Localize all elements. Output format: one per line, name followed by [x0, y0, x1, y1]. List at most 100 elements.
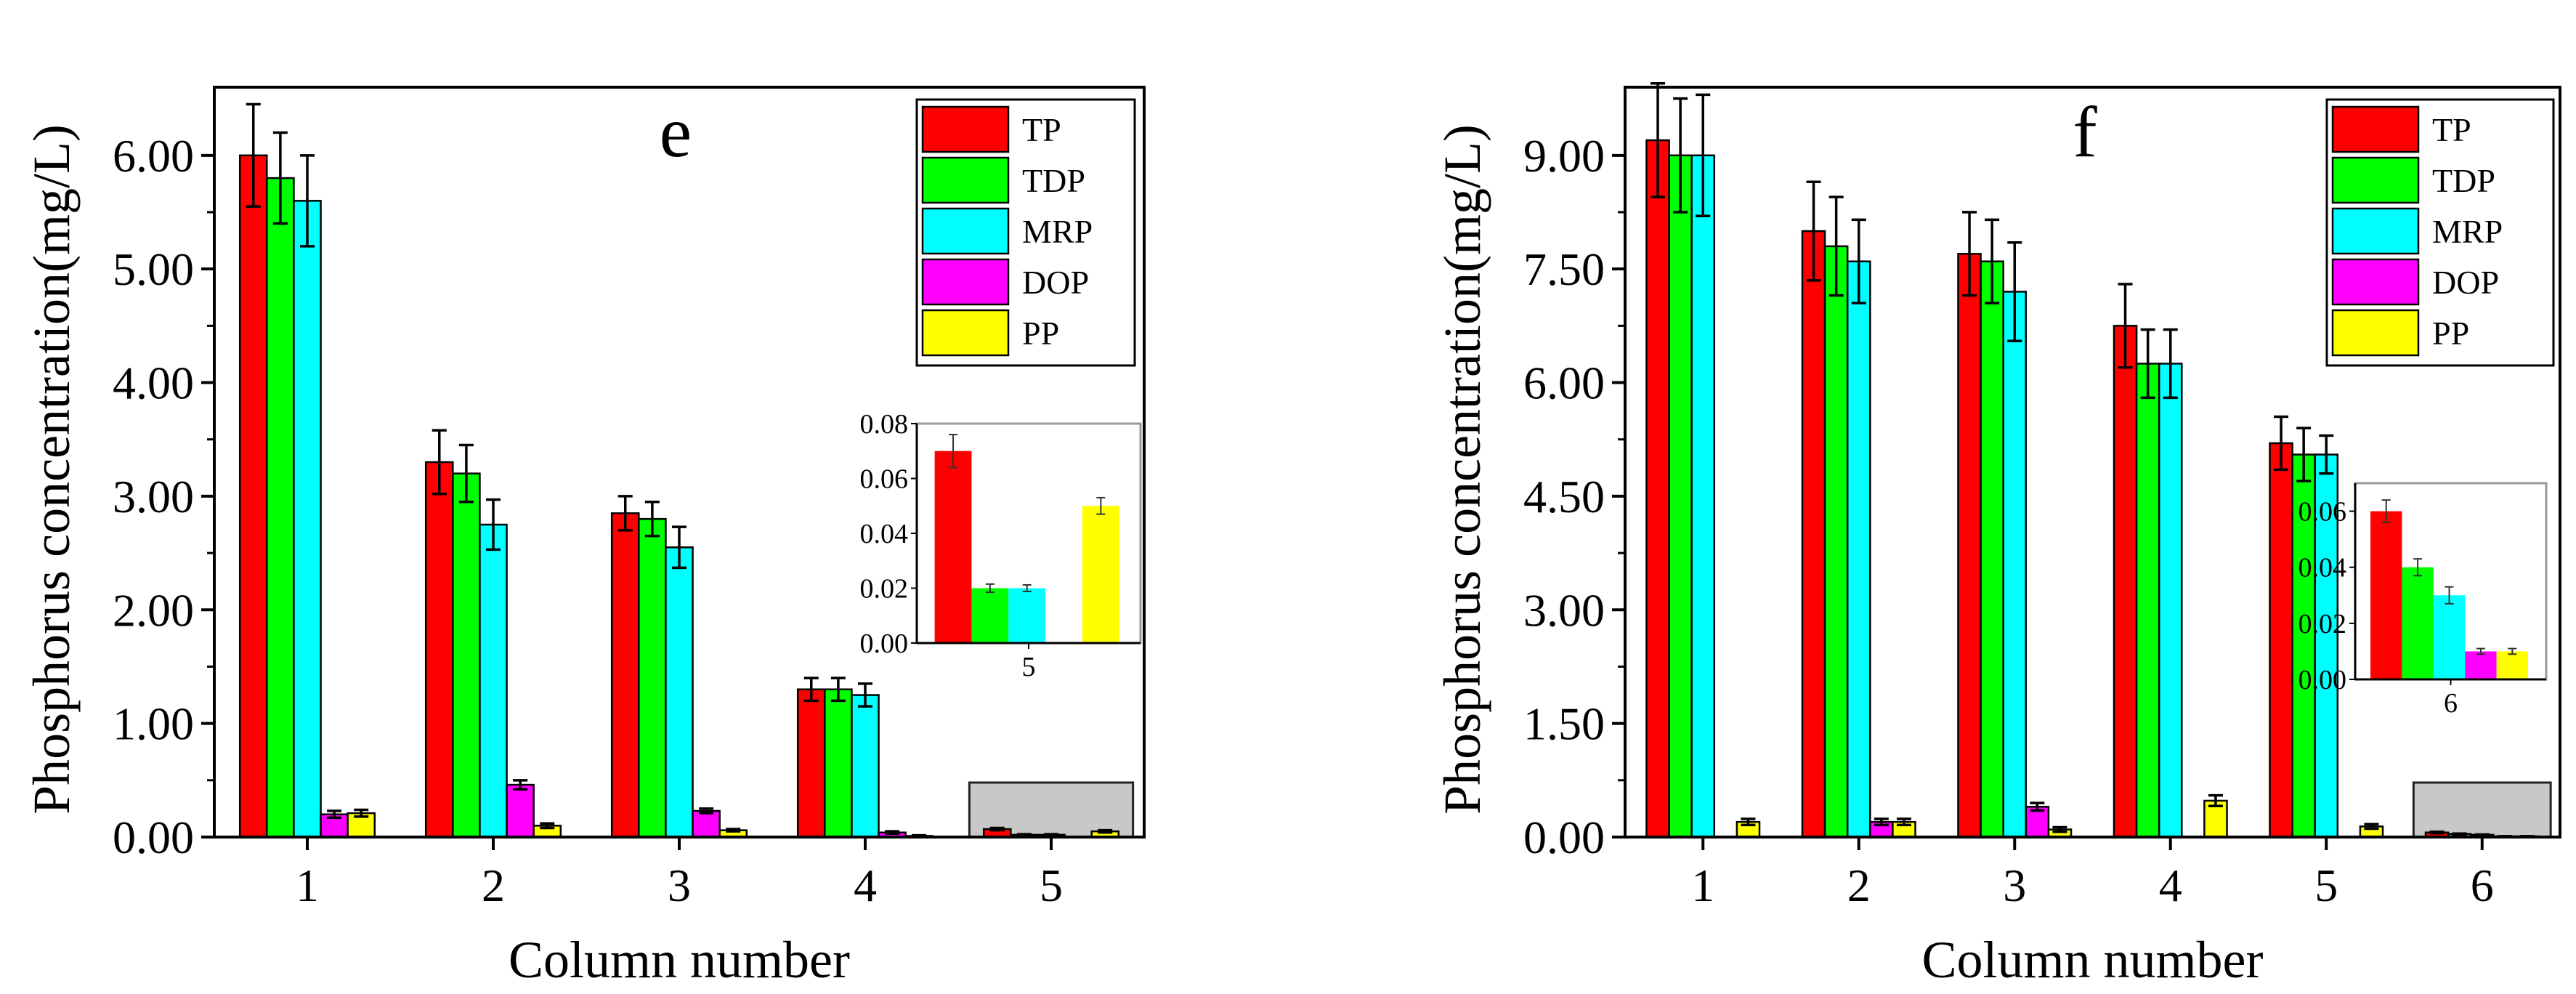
x-tick-label: 1	[296, 860, 319, 911]
bar-mrp-2	[1846, 260, 1871, 839]
x-tick-label: 4	[2159, 860, 2182, 911]
y-tick-label: 5.00	[113, 243, 194, 295]
inset-y-tick-label: 0.08	[860, 409, 909, 440]
error-bar-tdp-6	[2452, 832, 2467, 836]
inset-y-tick-label: 0.00	[2298, 665, 2347, 695]
error-bar-pp-1	[1741, 817, 1756, 827]
bar-mrp-4	[2158, 363, 2183, 839]
bar-tp-1	[238, 154, 268, 839]
error-bar-mrp-2	[486, 498, 501, 551]
legend-label-tp: TP	[1022, 111, 1061, 148]
bar-mrp-3	[665, 546, 694, 839]
error-bar-pp-5	[1098, 828, 1113, 834]
bar-tdp-4	[824, 688, 853, 839]
inset-y-tick-label: 0.06	[860, 464, 909, 495]
y-tick-label: 6.00	[113, 130, 194, 182]
y-tick-label: 3.00	[1523, 584, 1605, 636]
legend-label-tdp: TDP	[2432, 162, 2495, 199]
error-bar-mrp-5	[1044, 833, 1058, 837]
x-tick-label: 3	[668, 860, 691, 911]
y-tick-label: 2.00	[113, 584, 194, 636]
error-bar-tp-1	[1650, 82, 1666, 198]
bar-mrp-5	[2314, 453, 2339, 839]
y-axis-title: Phosphorus concentration(mg/L)	[1433, 124, 1491, 815]
y-tick-label: 1.50	[1523, 698, 1605, 750]
error-bar-tp-5	[989, 826, 1005, 832]
panel-e: 0.00 1.00 2.00 3.00 4.00 5.00 6.00 1 2 3 4 5 Column …	[23, 86, 1146, 989]
bar-tp-2	[1801, 230, 1826, 839]
inset-bar-dop	[2465, 651, 2497, 679]
error-bar-tdp-3	[1985, 218, 2000, 304]
error-bar-tp-2	[432, 429, 447, 496]
legend-label-tp: TP	[2432, 111, 2471, 148]
error-bar-mrp-1	[1696, 93, 1711, 217]
legend-label-dop: DOP	[1022, 264, 1089, 301]
inset-x-tick-label: 5	[1022, 652, 1036, 682]
bar-dop-3	[692, 809, 721, 839]
legend-label-mrp: MRP	[2432, 213, 2503, 250]
bar-mrp-1	[293, 200, 322, 839]
legend-label-mrp: MRP	[1022, 213, 1093, 250]
error-bar-mrp-3	[672, 525, 686, 570]
bar-tdp-3	[638, 517, 667, 839]
error-bar-tdp-4	[2140, 328, 2155, 400]
inset-error-bar-pp	[1096, 496, 1106, 515]
error-bar-tp-4	[803, 676, 819, 703]
inset-chart: 0.00 0.02 0.04 0.06 0.08 5	[860, 409, 1142, 682]
y-tick-label: 1.00	[113, 698, 194, 750]
inset-bar-pp	[2496, 651, 2529, 679]
error-bar-pp-1	[354, 808, 369, 818]
legend-label-pp: PP	[1022, 315, 1059, 352]
inset-y-tick-label: 0.00	[860, 629, 909, 659]
panel-f: 0.00 1.50 3.00 4.50 6.00 7.50 9.00 1 2 3 4 5 6 Column…	[1433, 82, 2561, 989]
inset-bar-mrp	[2433, 595, 2466, 679]
y-tick-label: 4.50	[1523, 471, 1605, 522]
legend: TP TDP MRP DOP PP	[2325, 98, 2555, 367]
error-bar-tp-3	[617, 495, 633, 532]
inset-bar-mrp	[1008, 588, 1046, 643]
bar-tdp-4	[2135, 363, 2160, 839]
bar-mrp-1	[1690, 154, 1716, 839]
error-bar-tdp-4	[830, 676, 846, 703]
error-bar-mrp-4	[858, 682, 872, 708]
bar-tp-1	[1645, 139, 1670, 839]
x-tick-label: 2	[482, 860, 505, 911]
error-bar-pp-5	[2364, 823, 2379, 831]
bar-tp-4	[796, 688, 826, 839]
x-tick-label: 6	[2471, 860, 2494, 911]
inset-error-bar-dop	[2476, 647, 2485, 655]
legend-swatch-dop	[2331, 258, 2420, 306]
error-bar-dop-3	[699, 807, 714, 815]
error-bar-mrp-1	[300, 154, 315, 248]
error-bar-tdp-5	[2296, 427, 2312, 482]
inset-x-tick-label: 6	[2444, 688, 2458, 719]
legend-swatch-mrp	[921, 207, 1010, 255]
x-tick-label: 3	[2003, 860, 2026, 911]
error-bar-dop-2	[513, 779, 528, 791]
inset-bar-tdp	[971, 588, 1009, 643]
error-bar-mrp-6	[2474, 833, 2490, 837]
error-bar-mrp-3	[2007, 241, 2022, 342]
bar-mrp-2	[479, 523, 508, 839]
legend-swatch-dop	[921, 258, 1010, 306]
plot-frame	[1624, 86, 2561, 839]
bar-tp-3	[610, 512, 640, 839]
y-tick-label: 4.00	[113, 357, 194, 409]
y-tick-label: 6.00	[1523, 357, 1605, 409]
y-tick-label: 0.00	[1523, 812, 1605, 863]
x-axis-title: Column number	[509, 931, 850, 989]
y-tick-label: 7.50	[1523, 243, 1605, 295]
inset-error-bar-mrp	[2445, 586, 2454, 605]
legend-swatch-mrp	[2331, 207, 2420, 255]
inset-bar-pp	[1082, 506, 1119, 643]
x-tick-label: 5	[1040, 860, 1063, 911]
inset-error-bar-tdp	[985, 583, 995, 594]
inset-bar-tp	[2370, 511, 2402, 679]
error-bar-tdp-3	[644, 500, 660, 538]
error-bar-tdp-2	[458, 443, 474, 504]
bar-dop-2	[506, 783, 535, 839]
inset-error-bar-tdp	[2413, 558, 2423, 577]
legend-label-dop: DOP	[2432, 264, 2499, 301]
x-tick-label: 4	[854, 860, 877, 911]
